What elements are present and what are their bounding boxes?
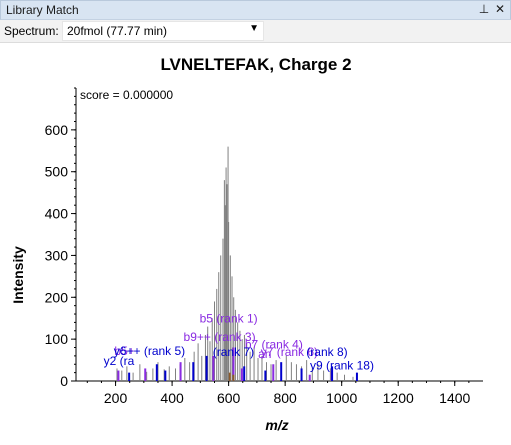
x-tick-label: 800 [273, 390, 297, 406]
peak-annotation: y2 (ra [104, 354, 135, 368]
x-tick-label: 600 [217, 390, 241, 406]
y-tick-label: 600 [45, 122, 69, 138]
close-icon[interactable]: ✕ [494, 2, 506, 16]
pin-icon[interactable]: ⊥ [478, 2, 490, 16]
peak-annotation: y7 (rank 6) [261, 345, 318, 359]
peak-annotation: b7 (rank 4) [245, 337, 303, 351]
x-axis-label: m/z [265, 417, 288, 433]
peak-annotation: b9++ (rank 3) [184, 330, 256, 344]
peak-annotation: (rank 8) [306, 345, 347, 359]
score-label: score = 0.000000 [80, 88, 173, 102]
peak-annotation: b5+ [114, 344, 134, 358]
y-tick-label: 100 [45, 331, 69, 347]
window-titlebar: Library Match ⊥ ✕ [0, 0, 511, 20]
x-tick-label: 1000 [326, 390, 357, 406]
y-tick-label: 400 [45, 206, 69, 222]
spectrum-chart[interactable]: LVNELTEFAK, Charge 2 score = 0.000000 In… [0, 43, 511, 445]
peak-annotation: an [258, 347, 271, 361]
chevron-down-icon[interactable]: ▼ [249, 23, 259, 34]
peak-annotation: (rank 7) [213, 345, 254, 359]
x-tick-label: 1400 [439, 390, 470, 406]
y-tick-label: 300 [45, 247, 69, 263]
x-tick-label: 1200 [383, 390, 414, 406]
spectrum-toolbar: Spectrum: 20fmol (77.77 min) ▼ [0, 20, 511, 43]
y-axis-label: Intensity [10, 246, 26, 304]
peak-labels: b5 (rank 1) b9++ (rank 3)b7 (rank 4) b5+y6… [104, 311, 374, 372]
x-tick-label: 200 [104, 390, 128, 406]
peak-annotation: b5 (rank 1) [200, 311, 258, 325]
y-tick-label: 200 [45, 289, 69, 305]
chart-title: LVNELTEFAK, Charge 2 [160, 55, 351, 74]
x-tick-label: 400 [160, 390, 184, 406]
spectrum-dropdown[interactable]: 20fmol (77.77 min) ▼ [62, 21, 264, 41]
window-title: Library Match [6, 3, 79, 17]
spectrum-dropdown-value: 20fmol (77.77 min) [67, 24, 168, 38]
spectrum-label: Spectrum: [4, 24, 59, 38]
peak-annotation: y6++ (rank 5) [114, 344, 185, 358]
y-tick-label: 500 [45, 164, 69, 180]
peak-annotation: y9 (rank 18) [310, 358, 374, 372]
peaks [116, 146, 358, 381]
axes: 0 100 200 300 400 500 600 200 400 600 800 1000 1200 1… [45, 87, 483, 406]
y-tick-label: 0 [60, 373, 68, 389]
